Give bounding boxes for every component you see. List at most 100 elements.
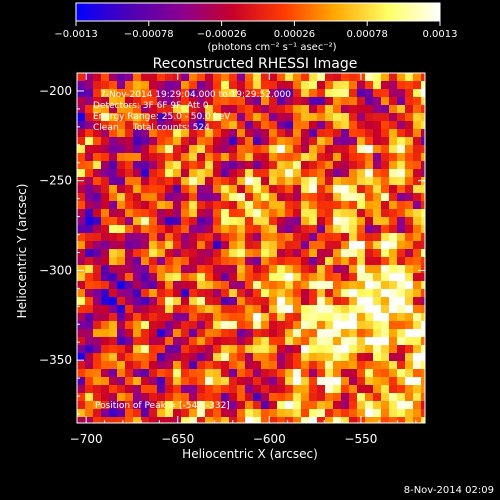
heatmap-cell — [245, 81, 253, 89]
heatmap-cell — [397, 177, 405, 185]
heatmap-cell — [325, 105, 333, 113]
heatmap-cell — [221, 401, 229, 409]
heatmap-cell — [181, 81, 189, 89]
heatmap-cell — [245, 257, 253, 265]
heatmap-cell — [125, 233, 133, 241]
heatmap-cell — [157, 369, 165, 377]
heatmap-cell — [349, 201, 357, 209]
heatmap-cell — [413, 81, 421, 89]
heatmap-cell — [397, 89, 405, 97]
heatmap-cell — [93, 361, 101, 369]
heatmap-cell — [189, 345, 197, 353]
heatmap-cell — [333, 401, 341, 409]
plot-area: −700 −650 −600 −550 −200−250−300−350 — [39, 72, 426, 446]
heatmap-cell — [261, 225, 269, 233]
heatmap-cell — [141, 353, 149, 361]
heatmap-cell — [213, 121, 221, 129]
heatmap-cell — [133, 329, 141, 337]
heatmap-cell — [117, 169, 125, 177]
heatmap-cell — [405, 169, 413, 177]
heatmap-cell — [293, 233, 301, 241]
heatmap-cell — [341, 113, 349, 121]
heatmap-cell — [173, 321, 181, 329]
heatmap-cell — [245, 73, 253, 81]
heatmap-cell — [213, 73, 221, 81]
heatmap-cell — [165, 345, 173, 353]
heatmap-cell — [77, 369, 85, 377]
heatmap-cell — [213, 377, 221, 385]
heatmap-cell — [101, 265, 109, 273]
heatmap-cell — [165, 177, 173, 185]
heatmap-cell — [173, 81, 181, 89]
heatmap-cell — [237, 233, 245, 241]
heatmap-cell — [285, 169, 293, 177]
heatmap-cell — [149, 73, 157, 81]
heatmap-cell — [389, 121, 397, 129]
heatmap-cell — [405, 73, 413, 81]
heatmap-cell — [141, 249, 149, 257]
heatmap-cell — [117, 73, 125, 81]
heatmap-cell — [173, 73, 181, 81]
heatmap-cell — [373, 153, 381, 161]
heatmap-cell — [285, 353, 293, 361]
heatmap-cell — [261, 377, 269, 385]
heatmap-cell — [341, 97, 349, 105]
heatmap-cell — [405, 217, 413, 225]
heatmap-cell — [293, 321, 301, 329]
heatmap-cell — [205, 97, 213, 105]
heatmap-cell — [317, 97, 325, 105]
heatmap-cell — [205, 193, 213, 201]
heatmap-cell — [405, 209, 413, 217]
heatmap-cell — [413, 113, 421, 121]
heatmap-cell — [309, 265, 317, 273]
heatmap-cell — [125, 417, 133, 423]
heatmap-cell — [157, 89, 165, 97]
heatmap-cell — [397, 273, 405, 281]
heatmap-cell — [357, 257, 365, 265]
y-tick-label: −250 — [39, 174, 72, 188]
heatmap-cell — [317, 393, 325, 401]
heatmap-cell — [93, 393, 101, 401]
heatmap-cell — [333, 257, 341, 265]
heatmap-cell — [149, 177, 157, 185]
heatmap-cell — [253, 233, 261, 241]
heatmap-cell — [397, 289, 405, 297]
heatmap-cell — [221, 217, 229, 225]
heatmap-cell — [309, 241, 317, 249]
heatmap-cell — [117, 121, 125, 129]
heatmap-cell — [181, 385, 189, 393]
heatmap-cell — [389, 201, 397, 209]
heatmap-cell — [413, 105, 421, 113]
heatmap-cell — [157, 297, 165, 305]
heatmap-cell — [285, 177, 293, 185]
heatmap-cell — [309, 97, 317, 105]
heatmap-cell — [229, 113, 237, 121]
heatmap-cell — [125, 345, 133, 353]
heatmap-cell — [301, 233, 309, 241]
heatmap-cell — [229, 361, 237, 369]
heatmap-cell — [397, 97, 405, 105]
heatmap-cell — [213, 273, 221, 281]
heatmap-cell — [157, 73, 165, 81]
heatmap-cell — [141, 225, 149, 233]
heatmap-cell — [229, 297, 237, 305]
heatmap-cell — [349, 409, 357, 417]
heatmap-cell — [253, 185, 261, 193]
heatmap-cell — [165, 409, 173, 417]
heatmap-cell — [269, 225, 277, 233]
heatmap-cell — [325, 313, 333, 321]
heatmap-cell — [365, 417, 373, 423]
heatmap-cell — [245, 369, 253, 377]
heatmap-cell — [133, 225, 141, 233]
heatmap-cell — [85, 265, 93, 273]
heatmap-cell — [373, 305, 381, 313]
heatmap-cell — [189, 289, 197, 297]
heatmap-cell — [173, 289, 181, 297]
heatmap-cell — [205, 209, 213, 217]
heatmap-cell — [357, 393, 365, 401]
heatmap-cell — [101, 409, 109, 417]
heatmap-cell — [381, 201, 389, 209]
heatmap-cell — [101, 153, 109, 161]
heatmap-cell — [205, 385, 213, 393]
heatmap-cell — [285, 305, 293, 313]
